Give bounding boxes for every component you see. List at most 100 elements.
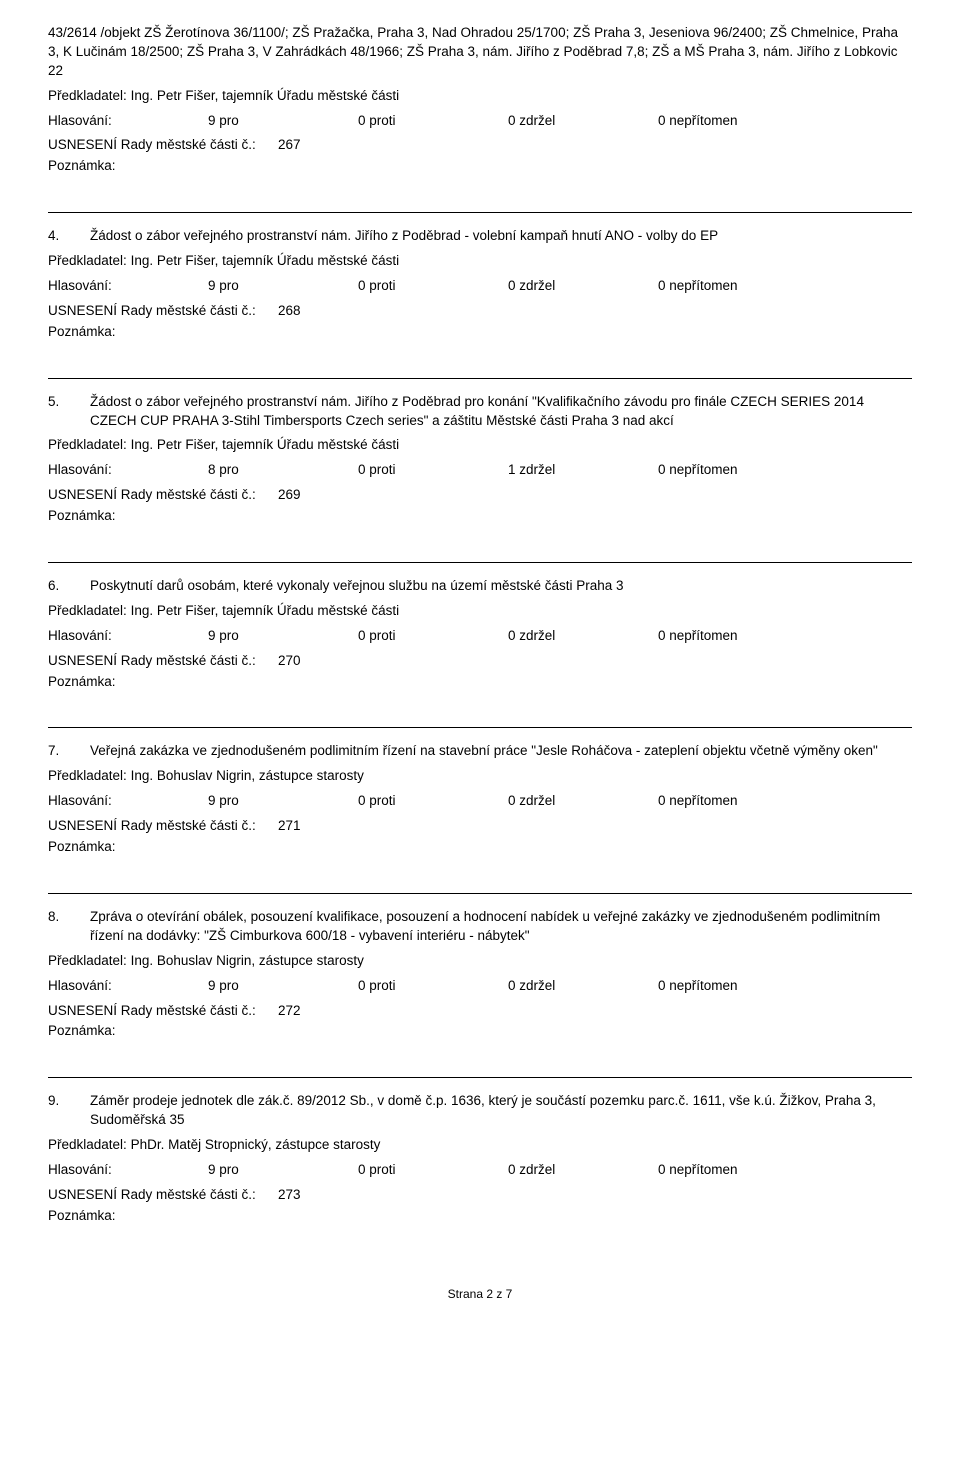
resolution-row: USNESENÍ Rady městské části č.:269 <box>48 486 912 505</box>
agenda-number: 9. <box>48 1092 90 1111</box>
agenda-title: Žádost o zábor veřejného prostranství ná… <box>90 393 912 431</box>
vote-proti: 0 proti <box>358 112 508 131</box>
presenter-name: Ing. Petr Fišer, tajemník Úřadu městské … <box>131 253 400 268</box>
presenter-line: Předkladatel: Ing. Petr Fišer, tajemník … <box>48 602 912 621</box>
vote-zdrzel: 0 zdržel <box>508 1161 658 1180</box>
vote-nepritomen: 0 nepřítomen <box>658 112 808 131</box>
agenda-title-row: 5.Žádost o zábor veřejného prostranství … <box>48 393 912 431</box>
resolution-number: 273 <box>278 1186 301 1205</box>
vote-pro: 9 pro <box>208 277 358 296</box>
resolution-number: 268 <box>278 302 301 321</box>
note-label: Poznámka: <box>48 507 912 526</box>
vote-row: Hlasování:9 pro0 proti0 zdržel0 nepřítom… <box>48 792 912 811</box>
agenda-item: 6.Poskytnutí darů osobám, které vykonaly… <box>48 562 912 691</box>
resolution-label: USNESENÍ Rady městské části č.: <box>48 1186 278 1205</box>
resolution-label: USNESENÍ Rady městské části č.: <box>48 302 278 321</box>
agenda-item: 8.Zpráva o otevírání obálek, posouzení k… <box>48 893 912 1041</box>
agenda-item: Předkladatel: Ing. Petr Fišer, tajemník … <box>48 87 912 177</box>
presenter-line: Předkladatel: Ing. Bohuslav Nigrin, zást… <box>48 952 912 971</box>
agenda-number: 7. <box>48 742 90 761</box>
presenter-line: Předkladatel: Ing. Petr Fišer, tajemník … <box>48 252 912 271</box>
vote-row: Hlasování:9 pro0 proti0 zdržel0 nepřítom… <box>48 1161 912 1180</box>
vote-zdrzel: 1 zdržel <box>508 461 658 480</box>
note-label: Poznámka: <box>48 323 912 342</box>
presenter-prefix: Předkladatel: <box>48 253 131 268</box>
presenter-line: Předkladatel: Ing. Bohuslav Nigrin, zást… <box>48 767 912 786</box>
vote-pro: 9 pro <box>208 112 358 131</box>
vote-proti: 0 proti <box>358 627 508 646</box>
presenter-name: Ing. Bohuslav Nigrin, zástupce starosty <box>131 768 364 783</box>
resolution-number: 267 <box>278 136 301 155</box>
resolution-number: 269 <box>278 486 301 505</box>
presenter-name: Ing. Bohuslav Nigrin, zástupce starosty <box>131 953 364 968</box>
vote-zdrzel: 0 zdržel <box>508 112 658 131</box>
agenda-item: 4.Žádost o zábor veřejného prostranství … <box>48 212 912 341</box>
vote-zdrzel: 0 zdržel <box>508 792 658 811</box>
presenter-prefix: Předkladatel: <box>48 603 131 618</box>
vote-nepritomen: 0 nepřítomen <box>658 792 808 811</box>
agenda-item: 9.Záměr prodeje jednotek dle zák.č. 89/2… <box>48 1077 912 1225</box>
resolution-label: USNESENÍ Rady městské části č.: <box>48 486 278 505</box>
vote-nepritomen: 0 nepřítomen <box>658 977 808 996</box>
agenda-title: Žádost o zábor veřejného prostranství ná… <box>90 227 912 246</box>
vote-label: Hlasování: <box>48 112 208 131</box>
agenda-item: 5.Žádost o zábor veřejného prostranství … <box>48 378 912 526</box>
presenter-prefix: Předkladatel: <box>48 437 131 452</box>
vote-nepritomen: 0 nepřítomen <box>658 627 808 646</box>
resolution-row: USNESENÍ Rady městské části č.:272 <box>48 1002 912 1021</box>
resolution-row: USNESENÍ Rady městské části č.:268 <box>48 302 912 321</box>
vote-pro: 9 pro <box>208 792 358 811</box>
presenter-name: Ing. Petr Fišer, tajemník Úřadu městské … <box>131 437 400 452</box>
vote-pro: 9 pro <box>208 1161 358 1180</box>
agenda-number: 4. <box>48 227 90 246</box>
agenda-title-row: 8.Zpráva o otevírání obálek, posouzení k… <box>48 908 912 946</box>
vote-row: Hlasování:9 pro0 proti0 zdržel0 nepřítom… <box>48 112 912 131</box>
agenda-title-row: 6.Poskytnutí darů osobám, které vykonaly… <box>48 577 912 596</box>
resolution-number: 271 <box>278 817 301 836</box>
agenda-title: Zpráva o otevírání obálek, posouzení kva… <box>90 908 912 946</box>
agenda-item: 7.Veřejná zakázka ve zjednodušeném podli… <box>48 727 912 856</box>
resolution-row: USNESENÍ Rady městské části č.:270 <box>48 652 912 671</box>
presenter-prefix: Předkladatel: <box>48 1137 131 1152</box>
resolution-label: USNESENÍ Rady městské části č.: <box>48 652 278 671</box>
vote-row: Hlasování:8 pro0 proti1 zdržel0 nepřítom… <box>48 461 912 480</box>
vote-zdrzel: 0 zdržel <box>508 627 658 646</box>
vote-proti: 0 proti <box>358 1161 508 1180</box>
resolution-label: USNESENÍ Rady městské části č.: <box>48 817 278 836</box>
vote-proti: 0 proti <box>358 792 508 811</box>
vote-nepritomen: 0 nepřítomen <box>658 1161 808 1180</box>
vote-pro: 8 pro <box>208 461 358 480</box>
note-label: Poznámka: <box>48 1207 912 1226</box>
resolution-number: 270 <box>278 652 301 671</box>
vote-zdrzel: 0 zdržel <box>508 277 658 296</box>
page-footer: Strana 2 z 7 <box>48 1286 912 1303</box>
agenda-title-row: 9.Záměr prodeje jednotek dle zák.č. 89/2… <box>48 1092 912 1130</box>
agenda-title: Záměr prodeje jednotek dle zák.č. 89/201… <box>90 1092 912 1130</box>
resolution-label: USNESENÍ Rady městské části č.: <box>48 1002 278 1021</box>
presenter-name: PhDr. Matěj Stropnický, zástupce starost… <box>131 1137 381 1152</box>
agenda-number: 5. <box>48 393 90 412</box>
presenter-line: Předkladatel: Ing. Petr Fišer, tajemník … <box>48 87 912 106</box>
vote-nepritomen: 0 nepřítomen <box>658 461 808 480</box>
vote-label: Hlasování: <box>48 1161 208 1180</box>
vote-pro: 9 pro <box>208 627 358 646</box>
agenda-title-row: 7.Veřejná zakázka ve zjednodušeném podli… <box>48 742 912 761</box>
vote-nepritomen: 0 nepřítomen <box>658 277 808 296</box>
vote-row: Hlasování:9 pro0 proti0 zdržel0 nepřítom… <box>48 277 912 296</box>
presenter-prefix: Předkladatel: <box>48 768 131 783</box>
presenter-line: Předkladatel: Ing. Petr Fišer, tajemník … <box>48 436 912 455</box>
note-label: Poznámka: <box>48 1022 912 1041</box>
vote-proti: 0 proti <box>358 461 508 480</box>
presenter-prefix: Předkladatel: <box>48 953 131 968</box>
vote-label: Hlasování: <box>48 977 208 996</box>
vote-label: Hlasování: <box>48 277 208 296</box>
note-label: Poznámka: <box>48 838 912 857</box>
resolution-number: 272 <box>278 1002 301 1021</box>
vote-label: Hlasování: <box>48 627 208 646</box>
resolution-label: USNESENÍ Rady městské části č.: <box>48 136 278 155</box>
vote-zdrzel: 0 zdržel <box>508 977 658 996</box>
agenda-number: 8. <box>48 908 90 927</box>
presenter-prefix: Předkladatel: <box>48 88 131 103</box>
agenda-title-row: 4.Žádost o zábor veřejného prostranství … <box>48 227 912 246</box>
note-label: Poznámka: <box>48 673 912 692</box>
